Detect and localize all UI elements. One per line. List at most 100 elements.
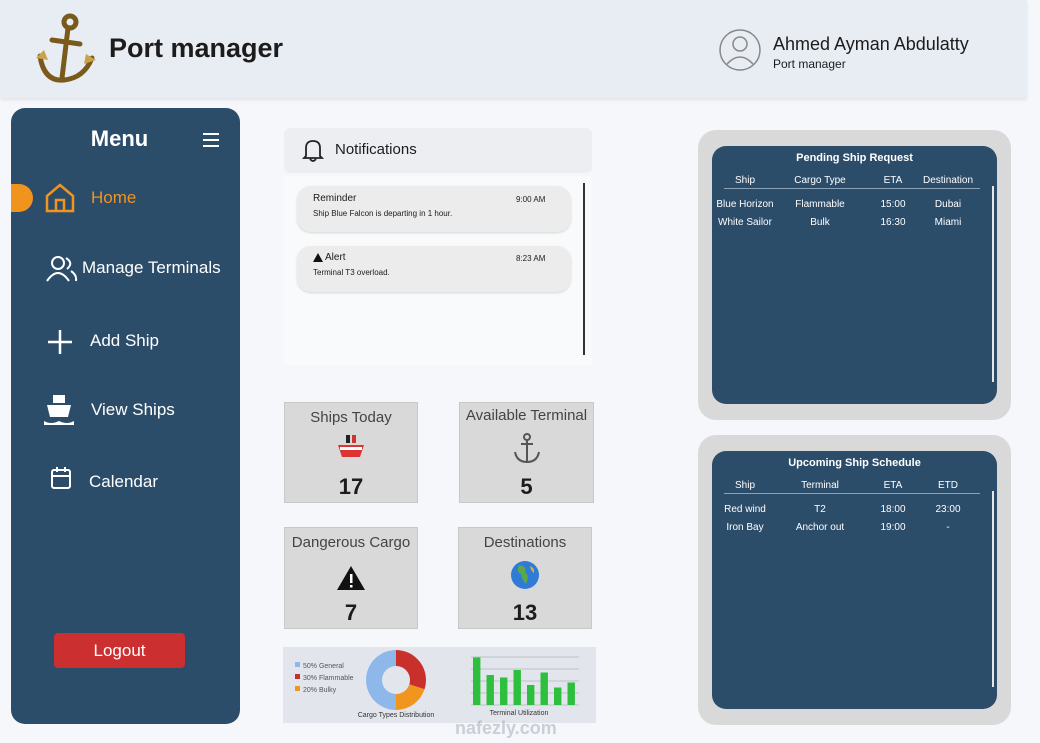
column-header: ETA <box>883 480 903 491</box>
bar <box>567 682 575 705</box>
stat-card: Available Terminal 5 <box>459 402 594 503</box>
panel-title: Upcoming Ship Schedule <box>788 457 921 469</box>
notification-title: Alert <box>325 252 346 263</box>
stat-label: Dangerous Cargo <box>291 534 411 551</box>
bar <box>473 657 481 705</box>
table-cell: Miami <box>934 217 962 228</box>
menu-title: Menu <box>90 126 149 151</box>
ship-icon <box>338 435 364 457</box>
bar <box>554 687 562 705</box>
bell-icon <box>302 140 324 162</box>
nav-item[interactable]: Add Ship <box>90 331 159 350</box>
active-indicator <box>11 184 33 212</box>
avatar <box>719 29 761 71</box>
notification-card <box>297 246 571 292</box>
upcoming-schedule: Upcoming Ship Schedule Ship Terminal ETA ETD… <box>712 451 997 709</box>
notifications-title: Notifications <box>335 141 417 158</box>
stat-value: 17 <box>338 474 364 499</box>
notification-card <box>297 186 571 232</box>
stat-card: Destinations 13 <box>458 527 592 629</box>
stat-card: Dangerous Cargo 7 <box>284 527 418 629</box>
calendar-icon <box>51 467 71 489</box>
legend-label: 30% Flammable <box>303 675 354 682</box>
donut-segment <box>366 650 396 710</box>
table-cell: Iron Bay <box>726 522 764 533</box>
table-cell: 15:00 <box>880 199 906 210</box>
stat-value: 7 <box>344 600 358 625</box>
table-cell: Anchor out <box>795 522 845 533</box>
legend-label: 20% Bulky <box>303 687 337 694</box>
stat-value: 5 <box>520 474 533 499</box>
stat-label: Destinations <box>483 534 567 551</box>
table-cell: Blue Horizon <box>716 199 774 210</box>
globe-icon <box>511 561 539 589</box>
column-header: Destination <box>922 175 974 186</box>
notification-time: 8:23 AM <box>516 254 546 263</box>
table-cell: 18:00 <box>880 504 906 515</box>
nav-item[interactable]: Manage Terminals <box>82 258 221 277</box>
table-cell: Bulk <box>810 217 830 228</box>
table-cell: - <box>946 522 950 533</box>
bar <box>527 685 535 705</box>
user-role: Port manager <box>773 57 846 71</box>
user-name: Ahmed Ayman Abdulatty <box>773 34 969 54</box>
panel-title: Pending Ship Request <box>796 152 913 164</box>
stat-label: Available Terminal <box>465 407 588 424</box>
column-header: Ship <box>734 480 755 491</box>
table-cell: Red wind <box>724 504 766 515</box>
alert-icon <box>313 253 323 262</box>
logout-button[interactable]: Logout <box>54 633 185 668</box>
nav-item[interactable]: View Ships <box>91 400 175 419</box>
legend-swatch <box>295 662 300 667</box>
table-cell: Flammable <box>795 199 845 210</box>
add-icon <box>48 330 72 354</box>
warning-icon <box>337 566 365 590</box>
stat-value: 13 <box>512 600 538 625</box>
notification-time: 9:00 AM <box>516 195 546 204</box>
logo <box>36 13 96 83</box>
donut-segment <box>396 684 425 710</box>
legend-swatch <box>295 686 300 691</box>
header-rule <box>724 493 980 494</box>
stat-card: Ships Today 17 <box>284 402 418 503</box>
table-cell: T2 <box>814 504 826 515</box>
notification-text: Ship Blue Falcon is departing in 1 hour. <box>313 209 453 218</box>
chart-title: Terminal Utilization <box>490 710 549 717</box>
table-cell: Dubai <box>934 199 962 210</box>
scrollbar[interactable] <box>992 186 994 382</box>
column-header: ETA <box>883 175 903 186</box>
table-cell: 19:00 <box>880 522 906 533</box>
app-title: Port manager <box>109 33 284 63</box>
table-cell: 16:30 <box>880 217 906 228</box>
scrollbar[interactable] <box>583 183 585 355</box>
menu-toggle[interactable] <box>201 132 221 148</box>
donut-segment <box>396 650 426 690</box>
stat-label: Ships Today <box>310 409 392 426</box>
pending-requests: Pending Ship Request Ship Cargo Type ETA Des… <box>712 146 997 404</box>
home-icon <box>45 183 75 213</box>
header <box>0 0 1027 98</box>
table-cell: 23:00 <box>935 504 961 515</box>
notification-text: Terminal T3 overload. <box>313 268 390 277</box>
scrollbar[interactable] <box>992 491 994 687</box>
bar <box>540 672 548 705</box>
ship-icon <box>44 395 74 425</box>
column-header: Ship <box>734 175 755 186</box>
legend-label: 50% General <box>303 663 344 670</box>
notification-title: Reminder <box>313 193 357 204</box>
legend-swatch <box>295 674 300 679</box>
table-cell: White Sailor <box>718 217 772 228</box>
chart-title: Cargo Types Distribution <box>358 712 435 719</box>
terminals-icon <box>46 256 78 282</box>
column-header: ETD <box>938 480 958 491</box>
column-header: Cargo Type <box>794 175 846 186</box>
header-rule <box>724 188 980 189</box>
mini-charts: 50% General 30% Flammable 20% Bulky Cargo T… <box>295 650 579 719</box>
nav-item[interactable]: Home <box>91 188 137 207</box>
column-header: Terminal <box>801 480 839 491</box>
bar <box>486 675 494 705</box>
nav-item[interactable]: Calendar <box>89 472 158 491</box>
bar <box>513 670 521 705</box>
anchor-icon <box>513 433 540 464</box>
